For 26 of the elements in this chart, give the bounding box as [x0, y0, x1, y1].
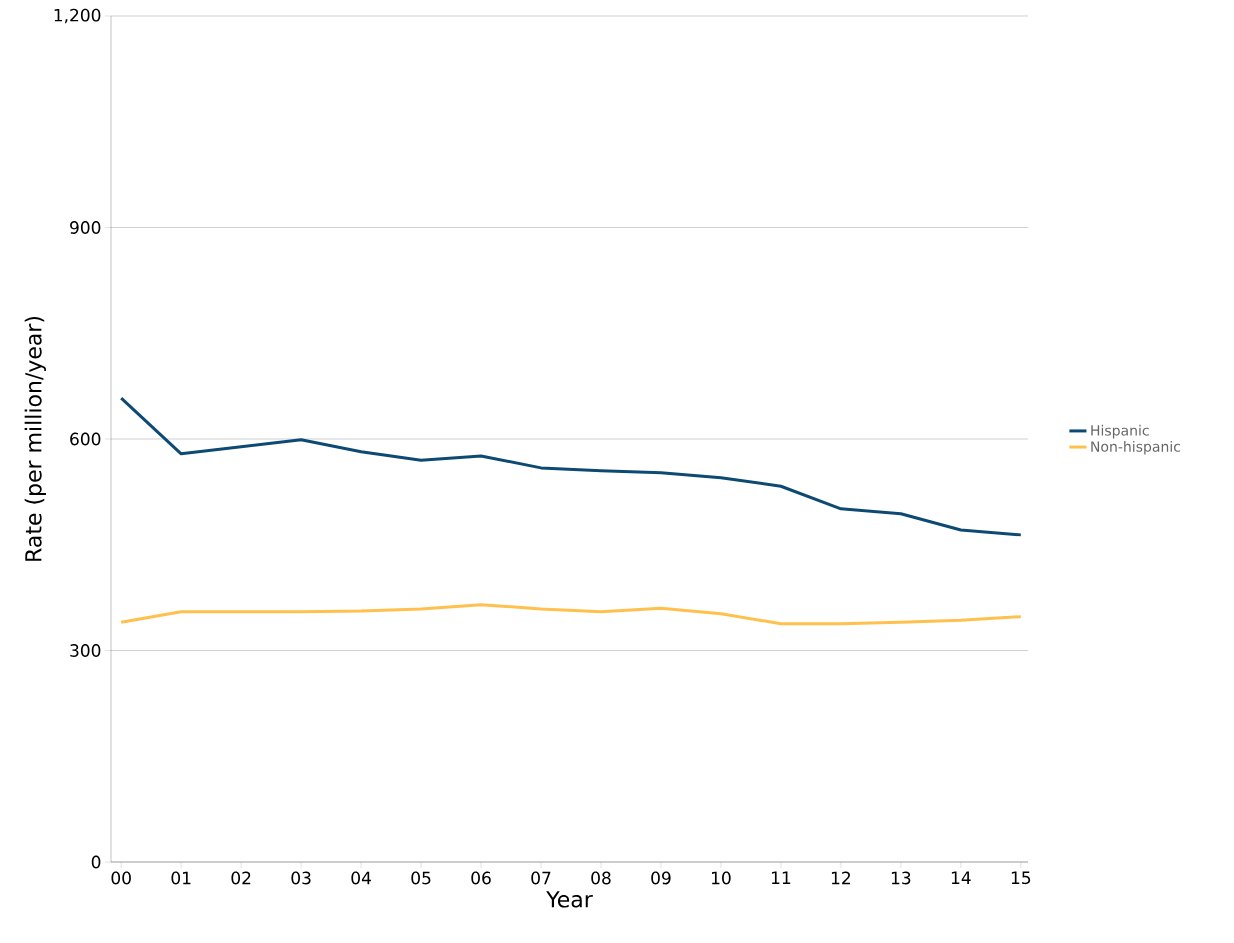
x-tick-label: 07 — [531, 871, 551, 885]
y-tick-label: 900 — [70, 221, 101, 234]
x-tick-label: 12 — [831, 871, 850, 885]
x-tick-label: 09 — [651, 871, 671, 885]
y-axis-title: Rate (per million/year) — [24, 316, 46, 561]
x-tick-label: 08 — [591, 871, 611, 885]
x-tick-label: 04 — [351, 871, 371, 885]
x-tick-label: 00 — [111, 871, 131, 885]
y-tick-label: 600 — [70, 432, 101, 446]
x-tick-label: 05 — [411, 871, 431, 885]
x-tick-label: 13 — [891, 871, 911, 885]
y-tick-label: 1,200 — [54, 8, 101, 24]
y-tick-label: 300 — [70, 644, 101, 657]
x-tick-label: 14 — [951, 871, 971, 884]
line-series — [119, 396, 1023, 537]
x-tick-label: 03 — [291, 871, 311, 885]
legend-label: Non-hispanic — [1091, 441, 1181, 455]
x-tick-label: 01 — [171, 871, 191, 885]
x-tick-label: 11 — [771, 871, 791, 884]
x-tick-label: 06 — [471, 871, 491, 885]
x-tick-label: 15 — [1011, 871, 1031, 885]
x-tick-label: 10 — [711, 871, 731, 885]
x-tick-label: 02 — [231, 871, 251, 885]
y-tick-label: 0 — [91, 855, 101, 869]
x-axis-title: Year — [546, 891, 593, 908]
legend-label: Hispanic — [1091, 424, 1149, 439]
